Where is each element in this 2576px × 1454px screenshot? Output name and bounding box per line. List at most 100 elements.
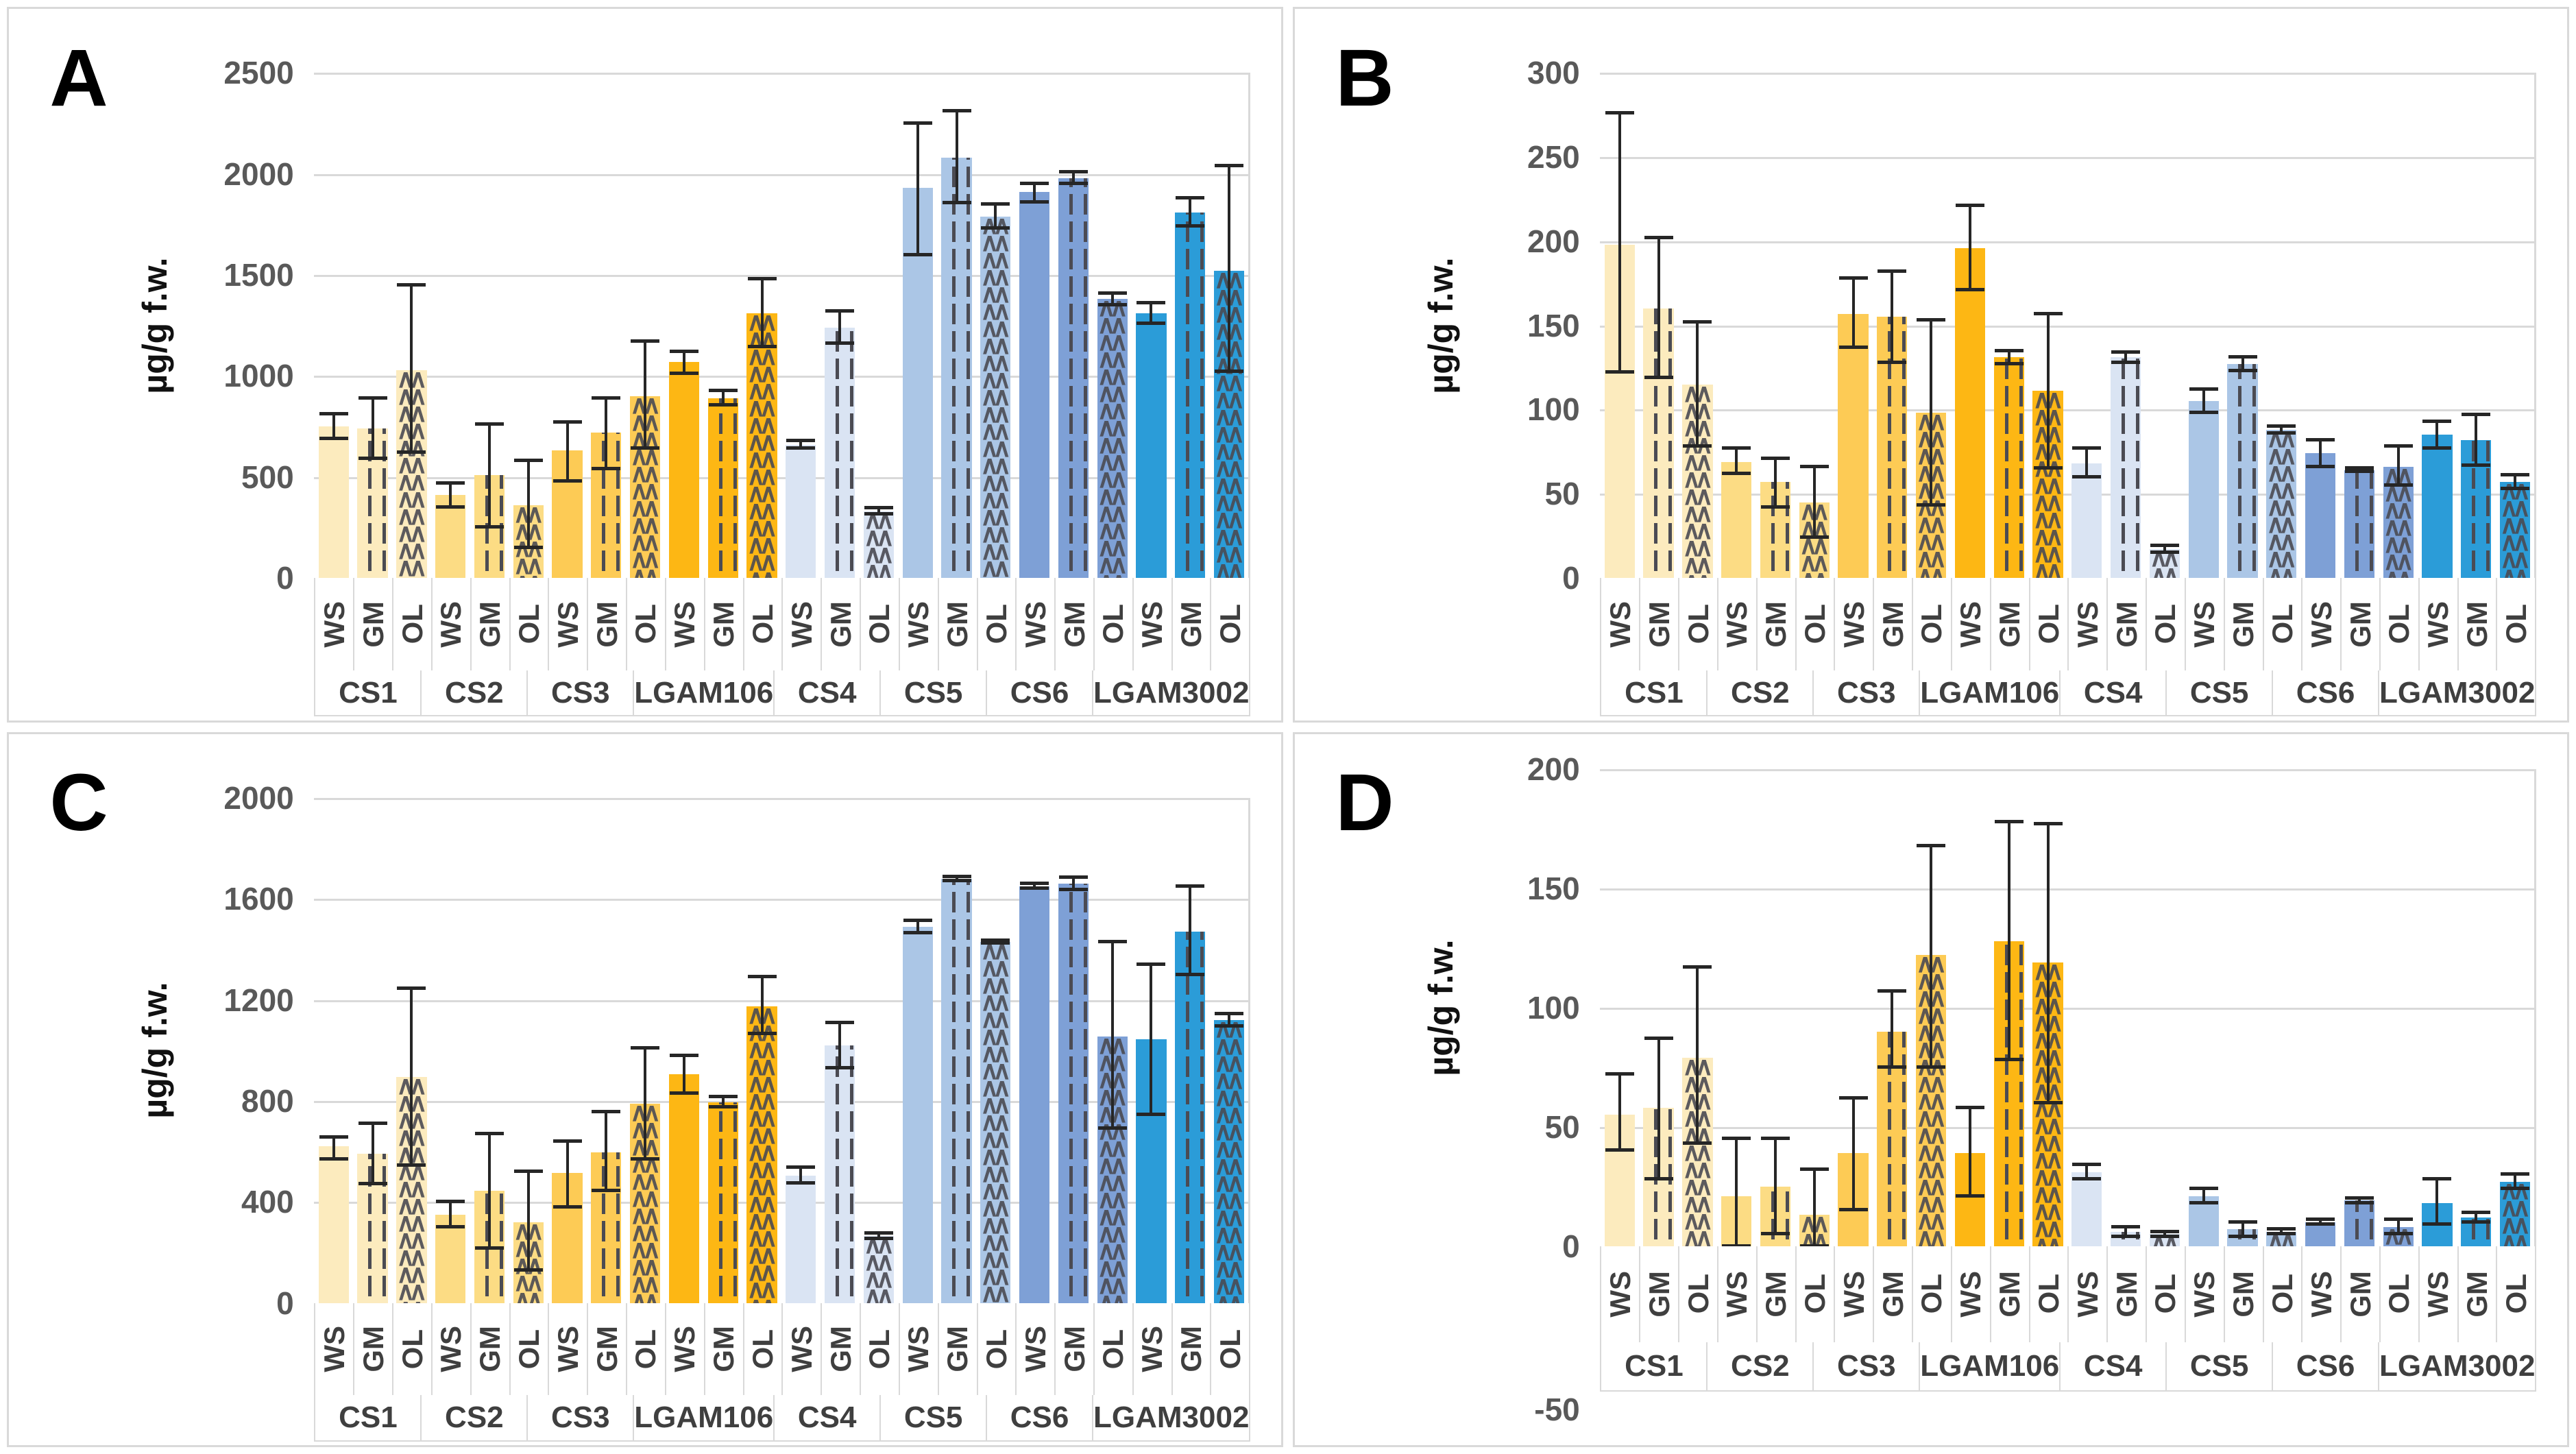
error-bar-line <box>2514 1174 2517 1189</box>
sample-label: OL <box>2149 1274 2182 1314</box>
error-bar-cap-bottom <box>1878 1065 1907 1069</box>
sample-label-cell: WS <box>1834 1246 1873 1342</box>
sample-label: WS <box>1603 1270 1636 1318</box>
bar-CS6-GM <box>2344 470 2374 578</box>
error-bar-cap-top <box>2072 446 2102 450</box>
sample-label: GM <box>356 601 389 648</box>
panel-letter: D <box>1335 758 1394 848</box>
y-axis-title: µg/g f.w. <box>1422 257 1461 394</box>
error-bar-line <box>2046 824 2050 1103</box>
error-bar-line <box>2396 1220 2400 1235</box>
error-bar-line <box>449 483 452 507</box>
error-bar-line <box>994 204 997 229</box>
sample-label: GM <box>1175 601 1208 648</box>
y-tick-label: 800 <box>241 1082 294 1119</box>
error-bar-cap-bottom <box>1917 1065 1946 1069</box>
group-label-CS2: CS2 <box>1706 670 1813 717</box>
sample-label: GM <box>2227 1270 2260 1318</box>
error-bar-cap-bottom <box>552 478 582 483</box>
sample-label: OL <box>746 604 779 644</box>
error-bar-line <box>2241 357 2244 371</box>
bar-slot-CS3-GM <box>587 798 626 1303</box>
sample-label: OL <box>2032 1274 2065 1314</box>
bar-slot-CS4-OL: ∧∧∧∧∧∧∧∧∧∧∧∧∧∧∧∧∧∧∧∧∧∧∧∧∧∧∧∧∧∧∧∧∧∧∧∧∧∧∧∧… <box>860 73 899 578</box>
group-label-LGAM106: LGAM106 <box>1919 1342 2060 1392</box>
error-bar-cap-bottom <box>2422 1222 2452 1226</box>
error-bar-cap-top <box>1917 318 1946 322</box>
sample-label-cell: GM <box>2106 1246 2146 1342</box>
error-bar-line <box>955 111 958 204</box>
chevron-pattern: ∧∧∧∧∧∧∧∧∧∧∧∧∧∧∧∧∧∧∧∧∧∧∧∧∧∧∧∧∧∧∧∧∧∧∧∧∧∧∧∧… <box>2499 482 2530 578</box>
sample-label-cell: OL <box>1678 578 1717 670</box>
error-bar-cap-bottom <box>786 1180 816 1185</box>
error-bar-cap-bottom <box>319 436 348 440</box>
bar-slot-CS2-OL: ∧∧∧∧∧∧∧∧∧∧∧∧∧∧∧∧∧∧∧∧∧∧∧∧∧∧∧∧∧∧∧∧∧∧∧∧∧∧∧∧… <box>1795 769 1834 1248</box>
y-tick-label: 100 <box>1527 989 1580 1026</box>
sample-label-cell: GM <box>1639 578 1678 670</box>
sample-label-cell: WS <box>2067 1246 2106 1342</box>
sample-label-cell: WS <box>898 578 938 670</box>
sample-label: GM <box>1058 601 1091 648</box>
sample-label: GM <box>824 1326 857 1372</box>
sample-label-cell: GM <box>1171 1302 1211 1396</box>
error-bar-line <box>526 1171 530 1270</box>
chevron-pattern: ∧∧∧∧∧∧∧∧∧∧∧∧∧∧∧∧∧∧∧∧∧∧∧∧∧∧∧∧∧∧∧∧∧∧∧∧∧∧∧∧… <box>863 1235 894 1303</box>
sample-label-cell: WS <box>2418 578 2457 670</box>
sample-label-cell: WS <box>314 1302 353 1396</box>
bar-slot-CS3-WS <box>1834 73 1873 578</box>
group-label-CS4: CS4 <box>773 670 880 717</box>
bar-slot-LGAM106-WS <box>665 798 704 1303</box>
sample-label: OL <box>1213 604 1246 644</box>
bar-LGAM3002-OL: ∧∧∧∧∧∧∧∧∧∧∧∧∧∧∧∧∧∧∧∧∧∧∧∧∧∧∧∧∧∧∧∧∧∧∧∧∧∧∧∧… <box>2499 1181 2531 1246</box>
bar-CS6-WS <box>2305 1222 2336 1246</box>
error-bar-cap-top <box>942 109 971 113</box>
bar-slot-CS1-GM <box>1639 73 1678 578</box>
bar-slot-CS3-WS <box>548 798 587 1303</box>
error-bar-cap-bottom <box>1215 1024 1244 1028</box>
error-bar-cap-bottom <box>592 1188 621 1192</box>
sample-label-cell: GM <box>1755 1246 1795 1342</box>
error-bar-cap-bottom <box>2111 1234 2141 1238</box>
bar-slot-LGAM106-OL: ∧∧∧∧∧∧∧∧∧∧∧∧∧∧∧∧∧∧∧∧∧∧∧∧∧∧∧∧∧∧∧∧∧∧∧∧∧∧∧∧… <box>742 798 781 1303</box>
sample-label-cell: GM <box>937 1302 977 1396</box>
sample-label: GM <box>2344 601 2377 648</box>
bar-CS5-OL: ∧∧∧∧∧∧∧∧∧∧∧∧∧∧∧∧∧∧∧∧∧∧∧∧∧∧∧∧∧∧∧∧∧∧∧∧∧∧∧∧… <box>2266 429 2297 578</box>
sample-label: OL <box>2383 604 2416 644</box>
error-bar-cap-top <box>1994 348 2024 352</box>
bar-slot-CS1-OL: ∧∧∧∧∧∧∧∧∧∧∧∧∧∧∧∧∧∧∧∧∧∧∧∧∧∧∧∧∧∧∧∧∧∧∧∧∧∧∧∧… <box>1678 73 1717 578</box>
sample-label-cell: WS <box>314 578 353 670</box>
sample-label: WS <box>1721 601 1753 648</box>
bar-slot-LGAM106-WS <box>1951 769 1990 1246</box>
sample-label-cell: WS <box>2418 1246 2457 1342</box>
error-bar-cap-top <box>1955 204 1984 208</box>
sample-label-cell: WS <box>2184 1246 2224 1342</box>
sample-label-cell: OL <box>626 1302 665 1396</box>
error-bar-line <box>877 508 880 515</box>
bar-slot-CS4-GM <box>821 73 860 578</box>
error-bar-cap-top <box>669 1053 698 1057</box>
bar-slot-CS6-GM <box>1054 798 1093 1303</box>
error-bar-cap-bottom <box>1878 360 1907 364</box>
group-label-CS3: CS3 <box>1812 670 1919 717</box>
sample-label-cell: OL <box>509 1302 548 1396</box>
error-bar-cap-bottom <box>1683 444 1712 448</box>
error-bar-cap-bottom <box>2228 1234 2257 1238</box>
sample-label-cell: OL <box>1678 1246 1717 1342</box>
bar-CS4-WS <box>2071 463 2102 578</box>
bar-slot-CS6-WS <box>1015 798 1054 1303</box>
error-bar-cap-bottom <box>2422 446 2452 450</box>
error-bar-line <box>2514 475 2517 489</box>
sample-label-cell: WS <box>664 578 704 670</box>
error-bar-line <box>371 398 374 459</box>
y-tick-label-negative: -50 <box>1534 1392 1580 1428</box>
error-bar-cap-bottom <box>2306 1222 2335 1226</box>
sample-label: WS <box>1721 1270 1753 1318</box>
bar-CS4-WS <box>2071 1172 2102 1246</box>
sample-label-cell: WS <box>781 1302 821 1396</box>
sample-label-cell: OL <box>1093 1302 1132 1396</box>
bar-slot-CS4-WS <box>781 73 821 578</box>
error-bar-cap-top <box>397 986 426 990</box>
bar-LGAM3002-OL: ∧∧∧∧∧∧∧∧∧∧∧∧∧∧∧∧∧∧∧∧∧∧∧∧∧∧∧∧∧∧∧∧∧∧∧∧∧∧∧∧… <box>2499 482 2531 578</box>
sample-label-cell: OL <box>2262 578 2302 670</box>
